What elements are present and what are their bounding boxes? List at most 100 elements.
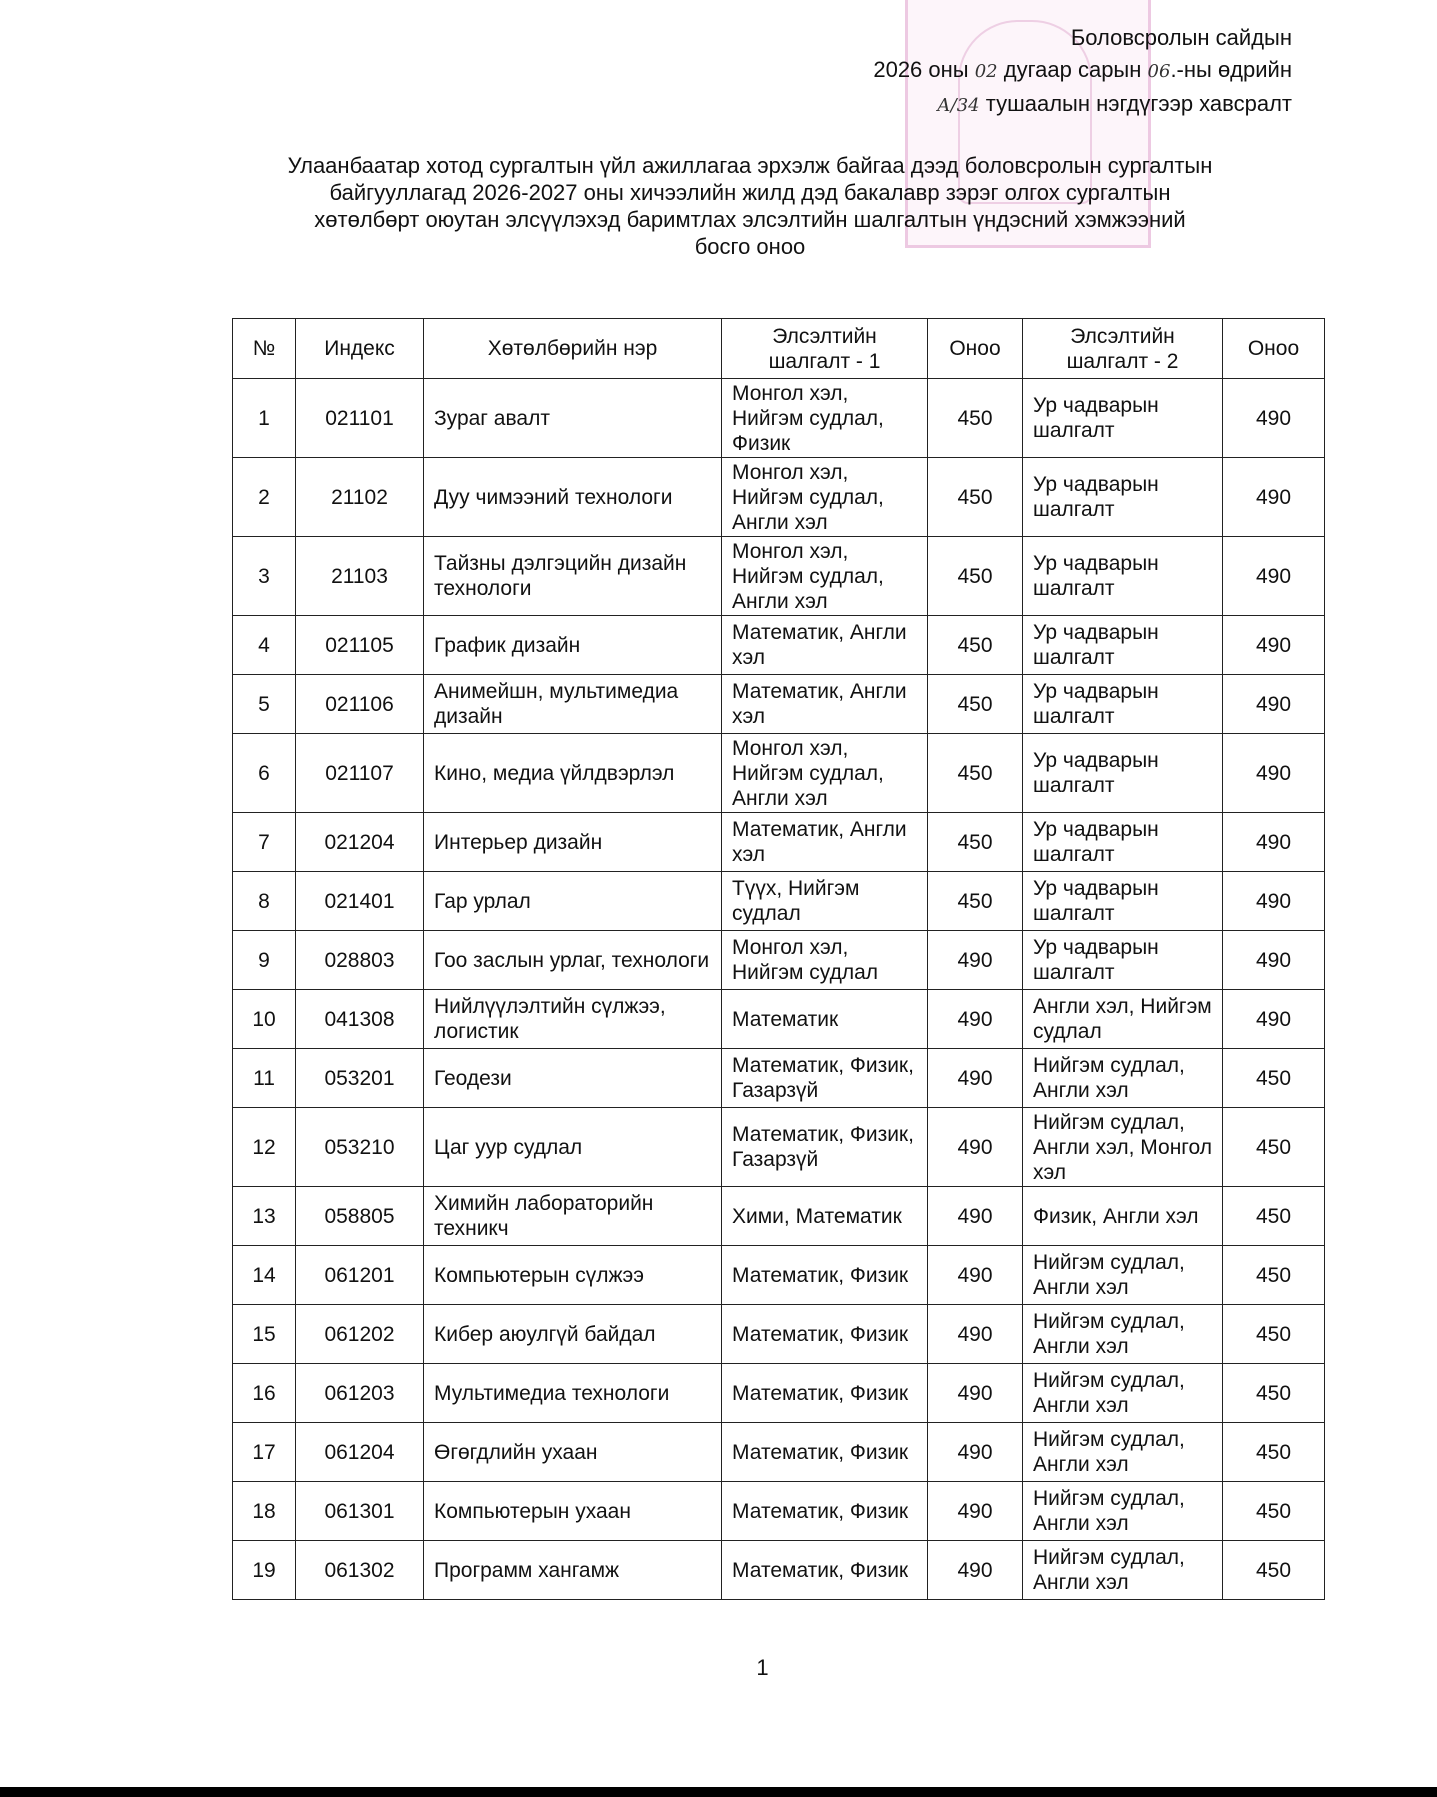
stamp-emblem — [958, 20, 1092, 204]
score-2: 450 — [1222, 1245, 1325, 1305]
header-text: .-ны өдрийн — [1170, 57, 1292, 82]
score-2: 490 — [1222, 674, 1325, 734]
row-number: 8 — [232, 871, 296, 931]
table-row: 1 021101 Зураг авалт Монгол хэл, Нийгэм суд… — [232, 378, 1325, 458]
score-1: 450 — [927, 536, 1023, 616]
score-1: 490 — [927, 1304, 1023, 1364]
exam-2: Ур чадварын шалгалт — [1022, 733, 1223, 813]
column-header: № — [232, 318, 296, 379]
score-2: 450 — [1222, 1048, 1325, 1108]
program-name: Геодези — [423, 1048, 722, 1108]
program-index: 061204 — [295, 1422, 424, 1482]
title-line: байгууллагад 2026-2027 оны хичээлийн жил… — [329, 180, 1171, 205]
exam-2: Ур чадварын шалгалт — [1022, 457, 1223, 537]
header-line-2: 2026 оны 02 дугаар сарын 06.-ны өдрийн — [873, 54, 1292, 88]
table-row: 3 21103 Тайзны дэлгэцийн дизайн технологи М… — [232, 536, 1325, 616]
table-row: 4 021105 График дизайн Математик, Англи хэл… — [232, 615, 1325, 675]
table-row: 14 061201 Компьютерын сүлжээ Математик, Физ… — [232, 1245, 1325, 1305]
exam-2: Нийгэм судлал, Англи хэл — [1022, 1245, 1223, 1305]
row-number: 5 — [232, 674, 296, 734]
score-2: 450 — [1222, 1304, 1325, 1364]
program-name: Дуу чимээний технологи — [423, 457, 722, 537]
row-number: 18 — [232, 1481, 296, 1541]
table-row: 15 061202 Кибер аюулгүй байдал Математик, Ф… — [232, 1304, 1325, 1364]
score-2: 490 — [1222, 536, 1325, 616]
score-2: 490 — [1222, 378, 1325, 458]
score-1: 490 — [927, 1186, 1023, 1246]
exam-1: Монгол хэл, Нийгэм судлал, Англи хэл — [721, 733, 928, 813]
program-index: 021401 — [295, 871, 424, 931]
exam-2: Нийгэм судлал, Англи хэл, Монгол хэл — [1022, 1107, 1223, 1187]
exam-1: Математик, Физик, Газарзүй — [721, 1107, 928, 1187]
program-index: 053201 — [295, 1048, 424, 1108]
scan-border — [0, 1787, 1437, 1797]
column-header: Оноо — [1222, 318, 1325, 379]
score-1: 450 — [927, 812, 1023, 872]
program-index: 061302 — [295, 1540, 424, 1600]
exam-2: Нийгэм судлал, Англи хэл — [1022, 1048, 1223, 1108]
program-index: 053210 — [295, 1107, 424, 1187]
program-index: 028803 — [295, 930, 424, 990]
header-line-3: А/34 тушаалын нэгдүгээр хавсралт — [873, 88, 1292, 122]
score-1: 490 — [927, 1481, 1023, 1541]
table-row: 11 053201 Геодези Математик, Физик, Газарзү… — [232, 1048, 1325, 1108]
row-number: 2 — [232, 457, 296, 537]
table-row: 16 061203 Мультимедиа технологи Математик, … — [232, 1363, 1325, 1423]
program-name: Компьютерын сүлжээ — [423, 1245, 722, 1305]
exam-1: Математик, Физик — [721, 1304, 928, 1364]
program-index: 058805 — [295, 1186, 424, 1246]
official-stamp — [905, 0, 1151, 248]
score-2: 450 — [1222, 1107, 1325, 1187]
program-name: Тайзны дэлгэцийн дизайн технологи — [423, 536, 722, 616]
exam-1: Математик, Физик — [721, 1481, 928, 1541]
program-name: Зураг авалт — [423, 378, 722, 458]
program-index: 061203 — [295, 1363, 424, 1423]
exam-2: Ур чадварын шалгалт — [1022, 378, 1223, 458]
score-2: 450 — [1222, 1540, 1325, 1600]
score-2: 490 — [1222, 812, 1325, 872]
exam-1: Хими, Математик — [721, 1186, 928, 1246]
program-index: 21102 — [295, 457, 424, 537]
page-number: 1 — [756, 1655, 769, 1680]
score-1: 490 — [927, 930, 1023, 990]
program-index: 021105 — [295, 615, 424, 675]
program-name: Гар урлал — [423, 871, 722, 931]
program-name: Интерьер дизайн — [423, 812, 722, 872]
header-text: дугаар сарын — [1003, 57, 1142, 82]
score-2: 490 — [1222, 989, 1325, 1049]
title-line: хөтөлбөрт оюутан элсүүлэхэд баримтлах эл… — [314, 207, 1186, 232]
exam-2: Нийгэм судлал, Англи хэл — [1022, 1363, 1223, 1423]
exam-2: Нийгэм судлал, Англи хэл — [1022, 1481, 1223, 1541]
exam-1: Монгол хэл, Нийгэм судлал — [721, 930, 928, 990]
row-number: 10 — [232, 989, 296, 1049]
score-2: 450 — [1222, 1422, 1325, 1482]
exam-2: Ур чадварын шалгалт — [1022, 930, 1223, 990]
program-index: 021101 — [295, 378, 424, 458]
table-header-row: № Индекс Хөтөлбөрийн нэр Элсэлтийн шалгалт … — [232, 318, 1325, 379]
table-row: 8 021401 Гар урлал Түүх, Нийгэм судлал 450 Ур… — [232, 871, 1325, 931]
header-text: тушаалын нэгдүгээр хавсралт — [985, 91, 1292, 116]
exam-1: Математик, Физик — [721, 1422, 928, 1482]
exam-2: Ур чадварын шалгалт — [1022, 871, 1223, 931]
header-line-1: Боловсролын сайдын — [1070, 25, 1292, 50]
score-1: 490 — [927, 1107, 1023, 1187]
program-index: 021107 — [295, 733, 424, 813]
exam-2: Физик, Англи хэл — [1022, 1186, 1223, 1246]
score-1: 490 — [927, 989, 1023, 1049]
score-1: 450 — [927, 615, 1023, 675]
score-2: 450 — [1222, 1186, 1325, 1246]
program-name: Компьютерын ухаан — [423, 1481, 722, 1541]
program-name: Нийлүүлэлтийн сүлжээ, логистик — [423, 989, 722, 1049]
row-number: 11 — [232, 1048, 296, 1108]
column-header: Элсэлтийн шалгалт - 1 — [721, 318, 928, 379]
table-row: 10 041308 Нийлүүлэлтийн сүлжээ, логистик Ма… — [232, 989, 1325, 1049]
document-header: Боловсролын сайдын 2026 оны 02 дугаар са… — [873, 22, 1292, 122]
row-number: 7 — [232, 812, 296, 872]
exam-1: Математик, Физик — [721, 1245, 928, 1305]
score-2: 450 — [1222, 1363, 1325, 1423]
score-1: 450 — [927, 674, 1023, 734]
program-index: 041308 — [295, 989, 424, 1049]
table-row: 12 053210 Цаг уур судлал Математик, Физик, … — [232, 1107, 1325, 1187]
score-2: 490 — [1222, 930, 1325, 990]
score-1: 490 — [927, 1048, 1023, 1108]
